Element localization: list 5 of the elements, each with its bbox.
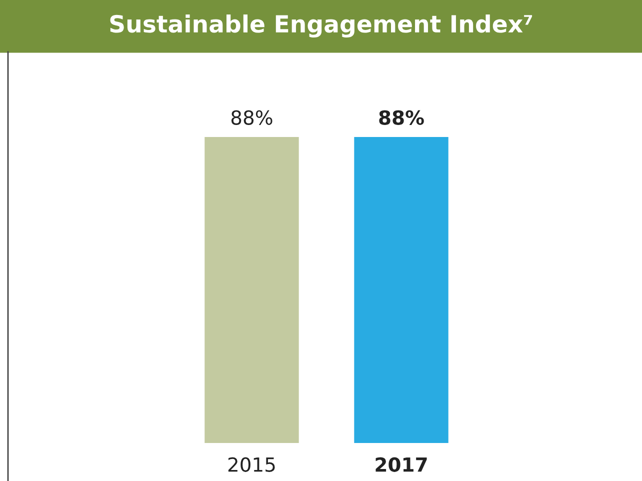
data-label: 88%: [231, 110, 272, 125]
x-tick-label: 2017: [376, 457, 427, 472]
chart-title: Sustainable Engagement Index⁷: [110, 14, 532, 38]
data-label: 88%: [379, 110, 424, 125]
x-tick-label: 2015: [228, 457, 275, 472]
